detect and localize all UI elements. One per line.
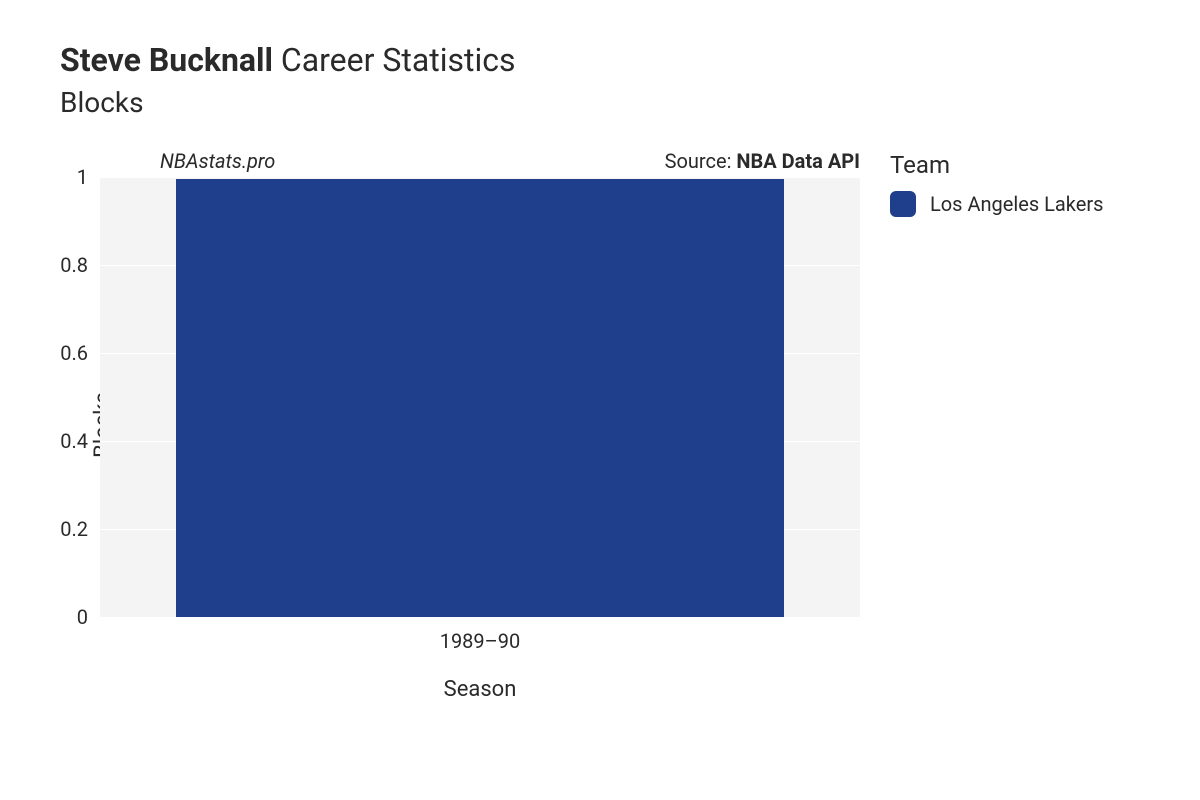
legend-items: Los Angeles Lakers (890, 191, 1103, 217)
y-tick-label: 0 (77, 605, 88, 629)
grid-line (100, 617, 860, 618)
x-tick-label: 1989–90 (100, 629, 860, 653)
chart-column: Blocks NBAstats.pro Source: NBA Data API… (100, 149, 860, 702)
title-regular: Career Statistics (273, 41, 516, 79)
legend-swatch (890, 191, 916, 217)
legend: Team Los Angeles Lakers (890, 151, 1103, 217)
y-tick-label: 1 (77, 165, 88, 189)
chart-container: Steve Bucknall Career Statistics Blocks … (0, 0, 1200, 800)
x-axis-label: Season (100, 677, 860, 702)
source-name: NBA Data API (736, 149, 860, 173)
legend-label: Los Angeles Lakers (930, 192, 1103, 216)
legend-title: Team (890, 151, 1103, 179)
y-tick-label: 0.6 (60, 341, 88, 365)
y-tick-label: 0.4 (60, 429, 88, 453)
source-prefix: Source: (665, 149, 737, 173)
x-tick-row: 1989–90 (100, 629, 860, 653)
chart-title: Steve Bucknall Career Statistics (60, 40, 1140, 82)
annotation-row: NBAstats.pro Source: NBA Data API (100, 149, 860, 177)
grid-line (100, 177, 860, 178)
y-tick-label: 0.2 (60, 517, 88, 541)
legend-item: Los Angeles Lakers (890, 191, 1103, 217)
chart-subtitle: Blocks (60, 86, 1140, 119)
plot-wrap: Blocks NBAstats.pro Source: NBA Data API… (60, 149, 1140, 702)
plot-area: 00.20.40.60.81 (100, 177, 860, 617)
y-tick-label: 0.8 (60, 253, 88, 277)
site-credit: NBAstats.pro (160, 149, 275, 173)
bar (176, 179, 784, 617)
title-bold: Steve Bucknall (60, 41, 273, 79)
source-credit: Source: NBA Data API (665, 149, 860, 173)
